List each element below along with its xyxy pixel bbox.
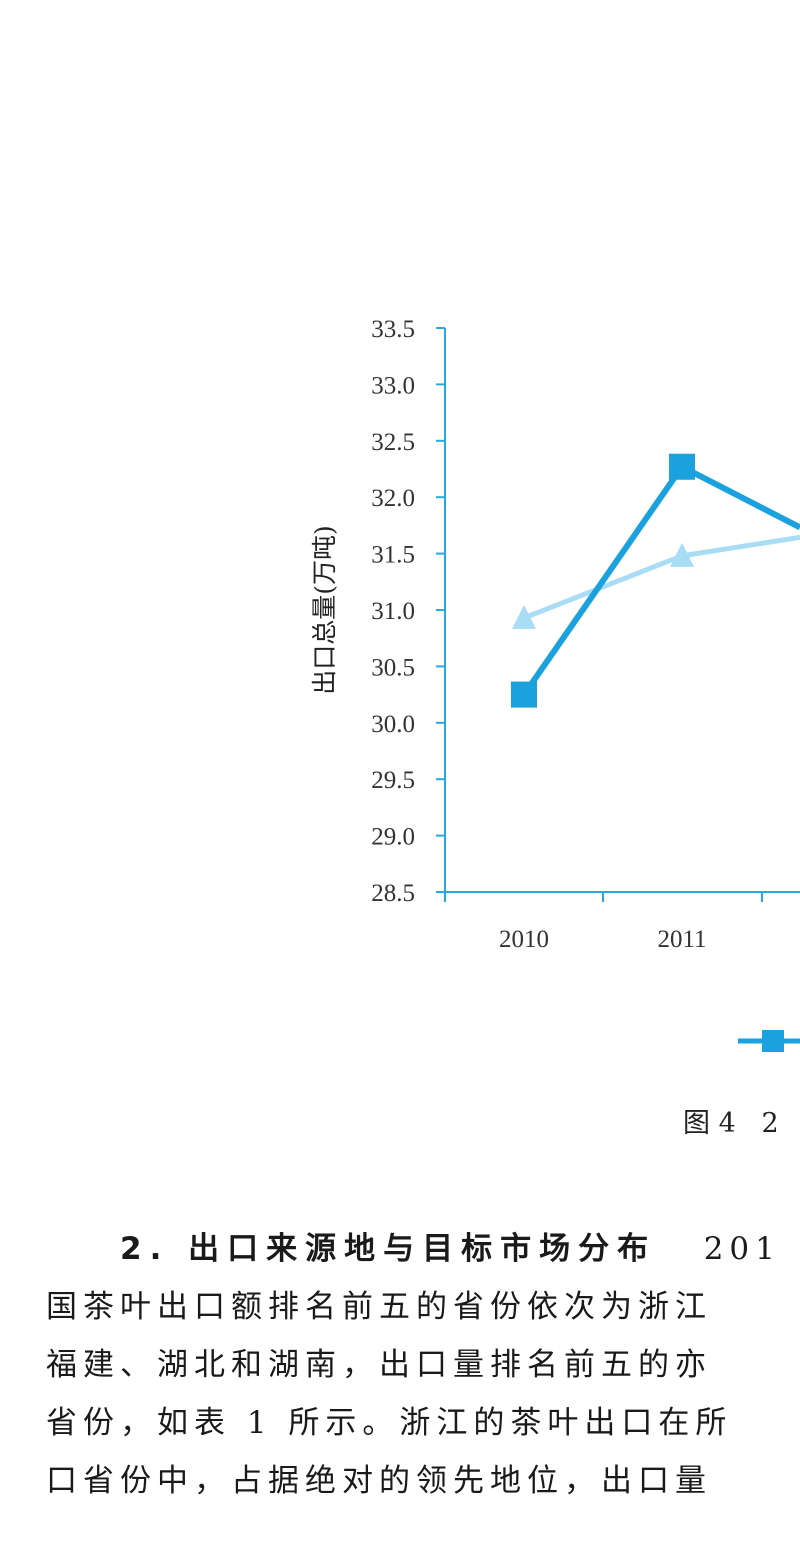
legend-marker-series-1: [762, 1030, 784, 1052]
y-tick-label: 32.5: [371, 429, 415, 456]
paragraph-line-1: 2. 出口来源地与目标市场分布 201: [0, 1223, 800, 1268]
paragraph-line-3: 福建、湖北和湖南，出口量排名前五的亦: [46, 1347, 712, 1383]
figure-caption: 图 4 2: [683, 1108, 779, 1139]
series-2-line: [523, 534, 800, 621]
y-axis-label: 出口总量(万吨): [310, 525, 339, 695]
y-tick-label: 29.0: [371, 824, 415, 851]
paragraph-line-2: 国茶叶出口额排名前五的省份依次为浙江: [46, 1289, 712, 1325]
y-tick-label: 31.5: [371, 542, 415, 569]
paragraph-line-1-text: 201: [656, 1231, 781, 1267]
y-tick-label: 33.0: [371, 372, 415, 399]
legend: [738, 1030, 800, 1052]
series-1-point: [669, 453, 695, 480]
series-layer: [511, 453, 800, 708]
series-2-point: [512, 604, 536, 629]
paragraph-line-5: 口省份中，占据绝对的领先地位，出口量: [46, 1463, 712, 1499]
y-tick-label: 28.5: [371, 880, 415, 907]
y-tick-label: 32.0: [371, 485, 415, 512]
series-1-line: [521, 462, 800, 697]
x-tick-label: 2011: [657, 926, 706, 953]
series-2-point: [670, 542, 694, 567]
paragraph-line-4: 省份，如表 1 所示。浙江的茶叶出口在所: [46, 1405, 733, 1441]
y-tick-label: 29.5: [371, 767, 415, 794]
x-tick-label: 2010: [499, 926, 549, 953]
y-tick-label: 30.5: [371, 654, 415, 681]
y-tick-label: 33.5: [371, 316, 415, 343]
section-heading: 2. 出口来源地与目标市场分布: [120, 1231, 657, 1267]
series-1-point: [511, 681, 537, 708]
y-tick-label: 31.0: [371, 598, 415, 625]
y-axis: 33.5 33.0 32.5 32.0 31.5 31.0 30.5 30.0 29.5 29.0…: [371, 316, 446, 907]
x-axis: 2010 2011: [444, 891, 800, 953]
y-tick-label: 30.0: [371, 711, 415, 738]
